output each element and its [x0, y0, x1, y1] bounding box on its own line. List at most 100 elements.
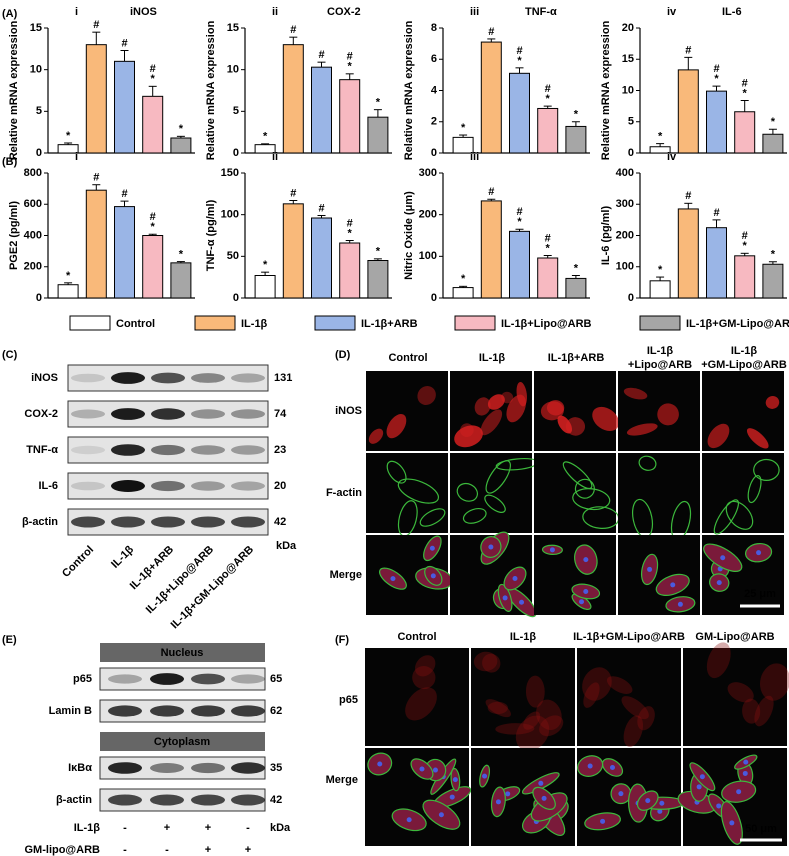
- micrograph: [366, 453, 448, 533]
- blot-kda: 20: [274, 480, 286, 492]
- cell: [572, 488, 611, 511]
- y-axis-label: IL-6 (pg/ml): [600, 206, 612, 266]
- cell: [495, 723, 535, 735]
- bar: [537, 257, 559, 299]
- significance-mark: *: [179, 123, 184, 135]
- column-header: IL-1β: [510, 631, 537, 643]
- nucleus: [699, 774, 705, 780]
- cell: [606, 676, 633, 694]
- chart-title: iNOS: [130, 6, 157, 18]
- significance-mark: *: [66, 130, 71, 142]
- blot-band: [191, 373, 225, 383]
- nucleus: [736, 789, 742, 795]
- blot-label: TNF-α: [26, 444, 58, 456]
- panel-label: (A): [2, 8, 18, 20]
- cell: [454, 425, 483, 448]
- blot-band: [231, 674, 265, 684]
- cell: [706, 642, 731, 679]
- bar: [509, 72, 530, 154]
- column-header: GM-Lipo@ARB: [695, 631, 774, 643]
- blot-band: [111, 516, 145, 528]
- cell: [480, 409, 503, 436]
- legend-label: IL-1β+Lipo@ARB: [501, 318, 592, 330]
- cell: [637, 706, 655, 731]
- cell: [386, 414, 407, 439]
- blot-band: [231, 481, 265, 491]
- y-tick-label: 0: [628, 292, 634, 304]
- blot-kda: 35: [270, 762, 282, 774]
- y-tick-label: 0: [233, 147, 239, 159]
- nucleus: [419, 766, 425, 772]
- chart-title: COX-2: [327, 6, 361, 18]
- y-tick-label: 600: [24, 198, 42, 210]
- micrograph: [618, 453, 700, 533]
- bar: [85, 44, 107, 154]
- y-tick-label: 100: [419, 250, 437, 262]
- significance-mark: #: [742, 230, 748, 242]
- legend-label: IL-1β: [241, 318, 268, 330]
- treatment-sign: -: [165, 844, 169, 856]
- cell: [754, 695, 774, 727]
- y-tick-label: 0: [233, 292, 239, 304]
- y-tick-label: 400: [616, 167, 634, 179]
- significance-mark: *: [546, 242, 551, 254]
- significance-mark: #: [685, 44, 691, 56]
- panel-number: ii: [272, 151, 278, 163]
- bar: [311, 66, 332, 154]
- cell: [484, 494, 506, 513]
- nucleus: [429, 545, 435, 551]
- bar: [367, 116, 389, 154]
- significance-mark: *: [66, 270, 71, 282]
- significance-mark: *: [714, 73, 719, 85]
- y-tick-label: 2: [431, 116, 437, 128]
- significance-mark: #: [290, 24, 296, 36]
- significance-mark: #: [545, 83, 551, 95]
- y-tick-label: 0: [628, 147, 634, 159]
- blot-label: COX-2: [24, 408, 58, 420]
- nucleus: [677, 601, 683, 607]
- significance-mark: *: [461, 122, 466, 134]
- cell: [759, 663, 789, 701]
- significance-mark: *: [574, 109, 579, 121]
- column-header: IL-1β+GM-Lipo@ARB: [573, 631, 685, 643]
- significance-mark: #: [545, 232, 551, 244]
- y-tick-label: 15: [622, 53, 634, 65]
- nucleus: [579, 599, 585, 605]
- blot-kda: 62: [270, 705, 282, 717]
- nucleus: [430, 573, 436, 579]
- panel-number: i: [75, 6, 78, 18]
- blot-band: [150, 763, 184, 773]
- blot-kda: 42: [274, 516, 286, 528]
- cell: [727, 682, 754, 703]
- nucleus: [618, 791, 624, 797]
- lane-label: IL-1β+GM-Lipo@ARB: [169, 544, 257, 632]
- nucleus: [519, 599, 525, 605]
- significance-mark: *: [743, 240, 748, 252]
- blot-band: [71, 445, 105, 455]
- y-tick-label: 100: [616, 261, 634, 273]
- cell: [485, 460, 511, 494]
- nucleus: [406, 817, 412, 823]
- bar: [565, 277, 587, 299]
- nucleus: [438, 812, 444, 818]
- blot-label: iNOS: [31, 372, 58, 384]
- cell: [414, 655, 436, 677]
- micrograph: [683, 648, 787, 746]
- blot-kda: 42: [270, 794, 282, 806]
- significance-mark: *: [263, 259, 268, 271]
- bar: [142, 235, 164, 299]
- significance-mark: *: [517, 216, 522, 228]
- nucleus: [505, 791, 511, 797]
- cell: [515, 715, 550, 752]
- panel-number: iii: [470, 151, 479, 163]
- y-tick-label: 400: [24, 229, 42, 241]
- y-tick-label: 10: [30, 64, 42, 76]
- blot-kda: 23: [274, 444, 286, 456]
- y-tick-label: 5: [628, 116, 634, 128]
- treatment-label: IL-1β: [74, 822, 101, 834]
- blot-label: IκBα: [68, 762, 92, 774]
- y-tick-label: 10: [622, 84, 634, 96]
- legend-label: Control: [116, 318, 155, 330]
- section-header-box: [100, 643, 265, 662]
